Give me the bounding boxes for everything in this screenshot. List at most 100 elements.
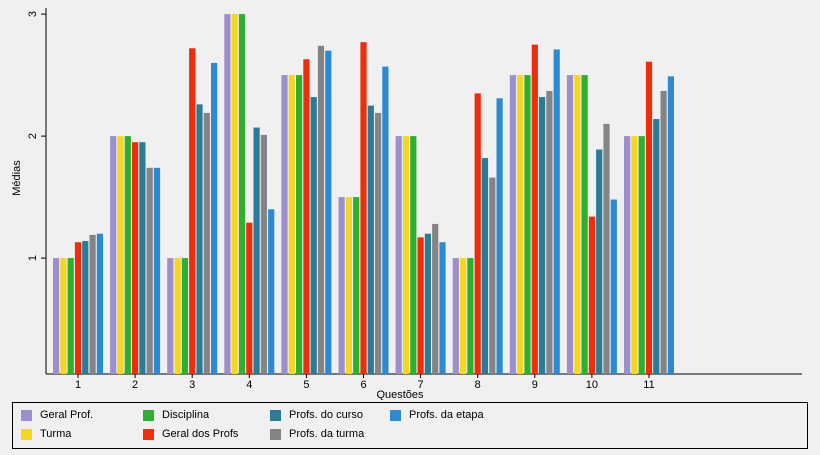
x-tick-label: 5 <box>303 379 309 391</box>
bar-q7-s6 <box>432 223 439 374</box>
bar-q6-s7 <box>382 66 389 374</box>
bar-q2-s5 <box>139 142 146 374</box>
legend-label: Profs. da etapa <box>409 409 484 421</box>
bar-q2-s2 <box>117 136 124 374</box>
bar-q4-s6 <box>260 134 267 374</box>
x-tick-label: 9 <box>532 379 538 391</box>
legend-item: Profs. da etapa <box>390 409 484 421</box>
bar-q5-s4 <box>303 59 310 375</box>
x-axis-label: Questões <box>376 389 424 400</box>
legend-item: Profs. do curso <box>270 409 363 421</box>
x-tick-label: 11 <box>643 379 654 391</box>
bar-q5-s7 <box>325 50 332 374</box>
bar-q11-s5 <box>653 119 660 375</box>
bar-q6-s1 <box>338 197 345 374</box>
bar-q1-s7 <box>96 233 103 374</box>
bar-q3-s6 <box>203 112 210 375</box>
bar-q3-s2 <box>174 258 181 374</box>
bar-q1-s2 <box>60 258 67 374</box>
bar-q8-s1 <box>452 258 459 374</box>
bar-q3-s1 <box>167 258 174 374</box>
bar-q10-s6 <box>603 123 610 375</box>
x-tick-label: 8 <box>475 379 481 391</box>
bar-q4-s2 <box>231 14 238 374</box>
bars-group <box>53 14 674 375</box>
legend-swatch <box>270 428 281 440</box>
x-ticks-group: 1 2 3 4 5 6 7 8 9 10 11 <box>75 374 655 391</box>
bar-chart: Médias Questões 1 2 3 1 2 3 4 5 6 7 8 9 10 11 <box>11 8 802 400</box>
bar-q7-s1 <box>395 136 402 374</box>
bar-q8-s5 <box>481 158 489 374</box>
bar-q6-s3 <box>353 197 360 374</box>
legend-label: Profs. da turma <box>289 428 365 440</box>
bar-q8-s4 <box>474 93 481 375</box>
bar-q3-s5 <box>196 104 203 374</box>
legend-label: Disciplina <box>162 409 210 421</box>
bar-q10-s7 <box>610 199 617 374</box>
bar-q3-s7 <box>211 62 218 375</box>
bar-q2-s1 <box>110 136 117 374</box>
legend: Geral Prof. Turma Disciplina Geral dos Prof… <box>12 402 808 449</box>
bar-q3-s3 <box>181 258 188 374</box>
x-tick-label: 10 <box>586 379 598 391</box>
bar-q4-s5 <box>253 127 260 374</box>
bar-q6-s2 <box>345 197 352 374</box>
legend-label: Geral dos Profs <box>162 428 239 440</box>
bar-q1-s1 <box>53 258 60 374</box>
bar-q9-s7 <box>553 49 560 374</box>
legend-swatch <box>390 409 401 421</box>
bar-q4-s7 <box>268 209 275 374</box>
bar-q10-s2 <box>574 75 581 374</box>
bar-q9-s5 <box>539 97 546 374</box>
bar-q8-s6 <box>489 177 496 374</box>
legend-label: Geral Prof. <box>40 409 94 421</box>
legend-item: Turma <box>21 428 71 440</box>
bar-q7-s5 <box>424 233 431 374</box>
bar-q5-s2 <box>288 75 295 374</box>
bar-q8-s2 <box>460 258 467 374</box>
y-tick-label: 3 <box>27 11 39 17</box>
bar-q6-s6 <box>375 112 382 375</box>
bar-q5-s3 <box>296 75 303 374</box>
bar-q5-s5 <box>310 97 317 374</box>
bar-q5-s6 <box>317 45 325 374</box>
legend-item: Geral dos Profs <box>143 428 238 440</box>
bar-q11-s1 <box>624 136 631 374</box>
bar-q9-s4 <box>531 44 538 374</box>
bar-q7-s7 <box>439 242 446 374</box>
legend-item: Profs. da turma <box>270 428 364 440</box>
bar-q11-s3 <box>638 136 645 374</box>
legend-swatch <box>143 409 154 421</box>
bar-q2-s3 <box>124 136 131 374</box>
y-axis-label: Médias <box>11 160 23 196</box>
x-tick-label: 7 <box>418 379 424 391</box>
x-tick-label: 3 <box>189 379 195 391</box>
legend-swatch <box>21 409 32 421</box>
legend-label: Profs. do curso <box>289 409 363 421</box>
bar-q5-s1 <box>281 75 288 374</box>
legend-label: Turma <box>40 428 72 440</box>
bar-q7-s4 <box>417 237 424 374</box>
bar-q10-s1 <box>566 75 574 374</box>
bar-q11-s4 <box>645 61 653 375</box>
bar-q10-s4 <box>588 216 595 374</box>
x-tick-label: 2 <box>132 379 138 391</box>
legend-swatch <box>270 409 281 421</box>
bar-q8-s3 <box>467 258 474 374</box>
bar-q9-s2 <box>517 75 524 374</box>
bar-q7-s3 <box>410 136 417 374</box>
bar-q9-s3 <box>524 75 531 374</box>
bar-q4-s4 <box>246 222 253 374</box>
bar-q9-s1 <box>509 75 516 374</box>
x-tick-label: 1 <box>75 379 81 391</box>
bar-q10-s5 <box>596 149 603 374</box>
legend-item: Geral Prof. <box>21 409 93 421</box>
bar-q1-s3 <box>67 258 74 374</box>
bar-q9-s6 <box>546 90 553 375</box>
bar-q2-s6 <box>146 167 153 374</box>
bar-q2-s4 <box>132 142 139 374</box>
bar-q8-s7 <box>496 98 503 374</box>
bar-q6-s4 <box>360 42 367 374</box>
x-tick-label: 4 <box>246 379 252 391</box>
legend-item: Disciplina <box>143 409 209 421</box>
